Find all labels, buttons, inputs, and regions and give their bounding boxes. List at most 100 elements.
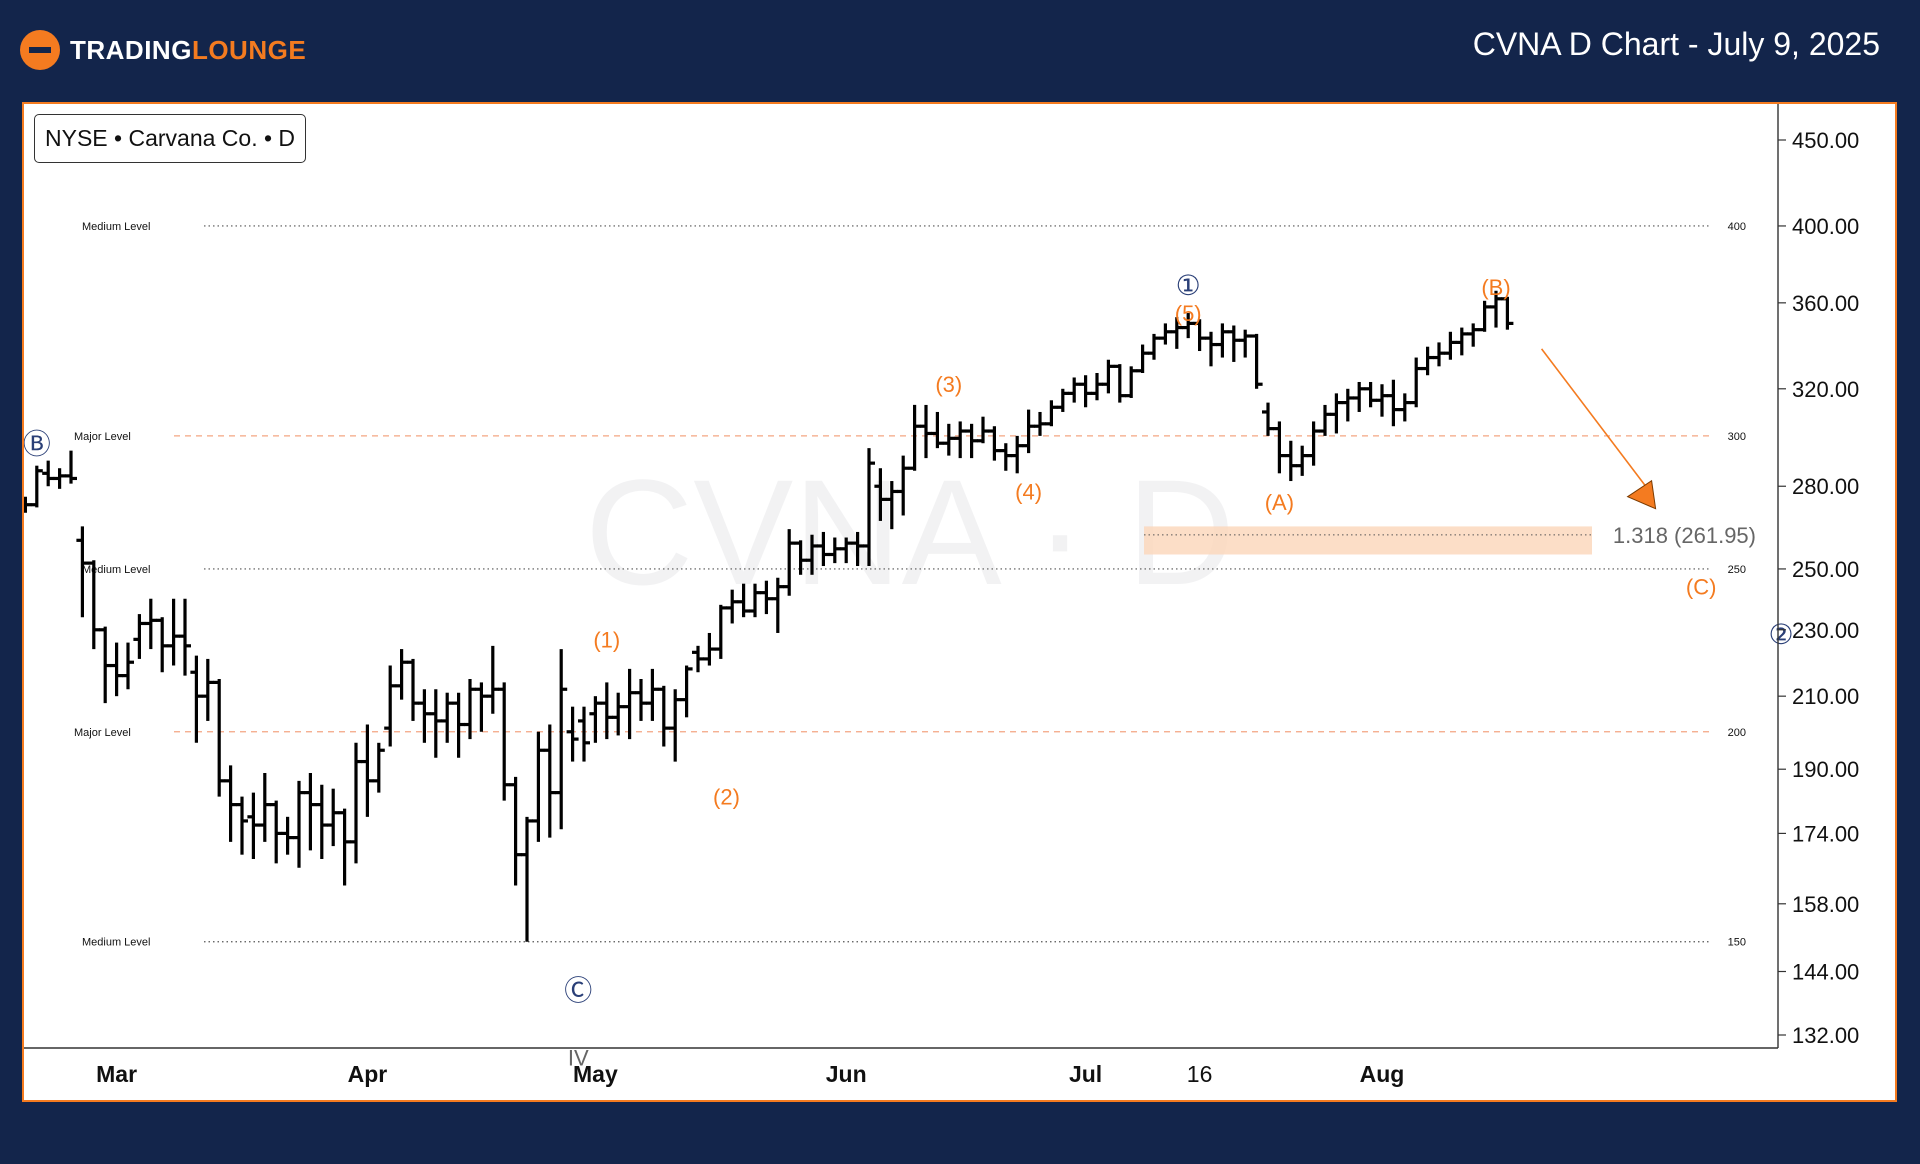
ohlc-bar — [87, 560, 100, 650]
ohlc-bar — [167, 598, 180, 666]
ohlc-bar — [1125, 366, 1138, 398]
ohlc-bar — [99, 626, 112, 704]
chart-title: CVNA D Chart - July 9, 2025 — [1472, 26, 1880, 62]
ohlc-bar — [1490, 290, 1502, 328]
ohlc-bar — [42, 460, 55, 487]
ohlc-bar — [1170, 317, 1183, 349]
x-tick-label: Aug — [1360, 1061, 1405, 1087]
ohlc-bar — [714, 604, 727, 659]
y-tick-label: 230.00 — [1792, 618, 1859, 643]
ohlc-bar — [76, 526, 89, 618]
wave-label: ② — [1768, 619, 1793, 650]
ohlc-bar — [726, 589, 739, 624]
ohlc-bar — [1296, 445, 1309, 476]
ohlc-bar — [156, 617, 169, 673]
ohlc-bar — [1501, 296, 1514, 330]
ohlc-bar — [1478, 300, 1491, 332]
y-tick-label: 190.00 — [1792, 757, 1859, 782]
ohlc-bar — [133, 614, 146, 659]
ohlc-bar — [1045, 400, 1058, 427]
ohlc-bar — [794, 540, 807, 575]
wave-label: (B) — [1481, 275, 1510, 300]
ohlc-bar — [1262, 402, 1274, 436]
y-tick-label: 174.00 — [1792, 821, 1859, 846]
level-label-150: Medium Level — [82, 937, 150, 949]
ohlc-bar — [1319, 404, 1331, 436]
fib-target-label: 1.318 (261.95) — [1613, 523, 1756, 548]
chart-frame: CVNA · D Medium Level 400 Major Level 300 Med… — [22, 102, 1897, 1102]
x-tick-label: Apr — [348, 1061, 388, 1087]
ohlc-bar — [1307, 421, 1320, 466]
ohlc-bar — [760, 580, 773, 615]
logo-icon — [20, 30, 60, 70]
ohlc-bar — [1113, 364, 1126, 403]
level-label-250: Medium Level — [82, 564, 150, 576]
wave-label: Ⓑ — [24, 429, 51, 460]
y-tick-label: 360.00 — [1792, 291, 1859, 316]
wave-label: ① — [1176, 270, 1201, 301]
ohlc-bar — [1068, 377, 1081, 403]
ohlc-bar — [555, 649, 568, 830]
ohlc-bar — [1205, 331, 1217, 367]
x-tick-label: 16 — [1187, 1061, 1213, 1087]
ohlc-bar — [1239, 329, 1252, 358]
ohlc-bar — [1444, 331, 1457, 360]
ohlc-bar — [1079, 375, 1092, 408]
x-tick-label: Mar — [96, 1061, 137, 1087]
wave-label: (5) — [1175, 301, 1202, 326]
wave-label: (4) — [1015, 479, 1042, 504]
ohlc-bar — [1433, 342, 1445, 367]
ohlc-bar — [1330, 393, 1343, 434]
ohlc-bar — [464, 679, 476, 740]
y-tick-label: 280.00 — [1792, 474, 1859, 499]
ohlc-bar — [680, 665, 693, 718]
price-chart[interactable]: CVNA · D Medium Level 400 Major Level 300 Med… — [24, 104, 1895, 1100]
ohlc-bar — [954, 421, 967, 459]
ohlc-bar — [213, 679, 226, 797]
tradinglounge-logo[interactable]: TRADINGLOUNGE — [20, 28, 306, 72]
ohlc-bar — [635, 679, 647, 721]
ohlc-bar — [1091, 373, 1103, 401]
ohlc-bar — [110, 642, 123, 697]
ohlc-bar — [1284, 440, 1297, 482]
ohlc-bar — [566, 706, 579, 762]
ohlc-bar — [885, 481, 898, 530]
ohlc-bar — [840, 537, 853, 564]
ohlc-bar — [1034, 411, 1046, 436]
ohlc-bar — [327, 788, 340, 847]
ohlc-bar — [1250, 333, 1263, 389]
header-bar: TRADINGLOUNGE CVNA D Chart - July 9, 202… — [0, 0, 1920, 100]
logo-text: TRADINGLOUNGE — [70, 35, 306, 66]
ohlc-bar — [1011, 435, 1024, 474]
level-label-400: Medium Level — [82, 221, 150, 233]
ohlc-bar — [1455, 327, 1468, 356]
y-tick-label: 210.00 — [1792, 684, 1859, 709]
ohlc-bar — [315, 784, 328, 860]
ohlc-bar — [600, 682, 613, 740]
y-tick-label: 132.00 — [1792, 1023, 1859, 1048]
level-tag-300: 300 — [1728, 431, 1746, 443]
ohlc-bar — [578, 706, 590, 762]
ohlc-bar — [350, 742, 362, 864]
target-zone — [1144, 526, 1592, 555]
ohlc-bar — [24, 496, 32, 513]
ohlc-bar — [908, 404, 921, 471]
level-label-300: Major Level — [74, 431, 131, 443]
watermark: CVNA · D — [585, 448, 1235, 616]
ohlc-bar — [543, 724, 556, 838]
ohlc-bar — [65, 450, 77, 484]
ohlc-bar — [703, 632, 716, 666]
ohlc-bar — [1421, 346, 1434, 376]
ohlc-bar — [395, 649, 408, 700]
ohlc-bar — [1387, 379, 1400, 427]
ohlc-bar — [384, 665, 397, 747]
ohlc-bar — [669, 689, 682, 762]
ohlc-bar — [1273, 421, 1286, 474]
ohlc-bar — [999, 443, 1012, 471]
ohlc-bar — [817, 531, 830, 567]
ohlc-bar — [851, 531, 864, 567]
y-tick-label: 250.00 — [1792, 557, 1859, 582]
ohlc-bar — [1467, 323, 1480, 347]
ohlc-bar — [486, 645, 499, 714]
logo-text-lounge: LOUNGE — [191, 34, 307, 65]
